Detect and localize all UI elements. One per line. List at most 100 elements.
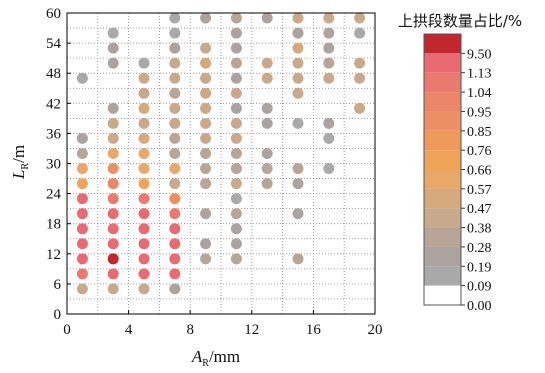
data-point [261,12,273,24]
y-axis-title: LR/m [9,145,31,180]
x-tick-label: 4 [125,322,133,338]
data-point [138,178,150,190]
y-tick-label: 54 [46,36,62,52]
legend-label: 0.19 [467,260,492,275]
legend-swatch [424,130,461,151]
data-point [107,253,119,265]
data-point [200,102,212,114]
legend-swatch [424,208,461,228]
legend-swatch [424,72,461,93]
legend-label: 1.04 [467,86,492,101]
legend-swatches [424,34,461,305]
data-point [169,42,181,54]
legend-label: 0.38 [467,222,492,237]
data-point [292,87,304,99]
y-axis-main: L [9,170,28,180]
x-tick-label: 0 [63,322,71,338]
data-point [107,223,119,235]
data-point [76,132,88,144]
x-tick-label: 12 [244,322,259,338]
data-point [200,147,212,159]
legend-label: 9.50 [467,47,492,62]
data-point [261,117,273,129]
data-point [261,163,273,175]
data-point [200,12,212,24]
y-tick-label: 0 [54,307,62,323]
y-ticks: 0 6 12 18 24 30 36 42 48 54 60 [46,6,71,323]
data-point [200,163,212,175]
data-point [323,117,335,129]
legend-label: 1.13 [467,67,492,82]
data-point [292,72,304,84]
data-point [76,268,88,280]
data-point [292,117,304,129]
data-point [261,147,273,159]
data-point [230,87,242,99]
legend-swatch [424,111,461,131]
data-point [169,87,181,99]
data-point [354,72,366,84]
data-point [230,163,242,175]
data-point [200,208,212,220]
data-point [200,87,212,99]
data-point [230,238,242,250]
y-tick-label: 60 [46,6,61,22]
data-point [230,132,242,144]
data-point [292,253,304,265]
y-tick-label: 42 [46,96,61,112]
data-point [230,117,242,129]
data-point [200,57,212,69]
legend-label: 0.28 [467,241,492,256]
data-point [169,163,181,175]
data-point [138,268,150,280]
data-point [107,57,119,69]
data-point [230,57,242,69]
data-point [138,72,150,84]
data-point [292,208,304,220]
data-point [138,87,150,99]
data-point [354,27,366,39]
data-point [138,223,150,235]
data-point [169,132,181,144]
data-point [230,223,242,235]
data-point [76,163,88,175]
legend-label: 0.47 [467,202,492,217]
data-point [292,42,304,54]
data-point [200,117,212,129]
data-point [230,178,242,190]
data-point [169,27,181,39]
data-point [169,253,181,265]
y-tick-label: 12 [46,247,61,263]
data-point [169,208,181,220]
data-point [169,102,181,114]
data-point [230,147,242,159]
data-point [200,42,212,54]
legend-label: 0.66 [467,164,492,179]
legend-label: 0.85 [467,125,492,140]
data-point [323,42,335,54]
data-point [138,102,150,114]
data-point [76,147,88,159]
x-axis-main: A [191,347,203,366]
x-ticks: 0 4 8 12 16 20 [63,310,383,338]
data-point [200,253,212,265]
data-point [76,238,88,250]
data-point [76,72,88,84]
data-point [169,193,181,205]
data-point [230,42,242,54]
data-point [107,147,119,159]
data-point [200,132,212,144]
data-point [169,223,181,235]
data-point [169,12,181,24]
legend-swatch [424,285,461,305]
data-point [261,57,273,69]
data-point [169,268,181,280]
legend-swatch [424,34,461,54]
legend-title: 上拱段数量占比/% [398,12,522,30]
legend-swatch [424,266,461,286]
data-point [107,268,119,280]
data-point [354,12,366,24]
data-point [107,193,119,205]
grid [67,13,375,314]
